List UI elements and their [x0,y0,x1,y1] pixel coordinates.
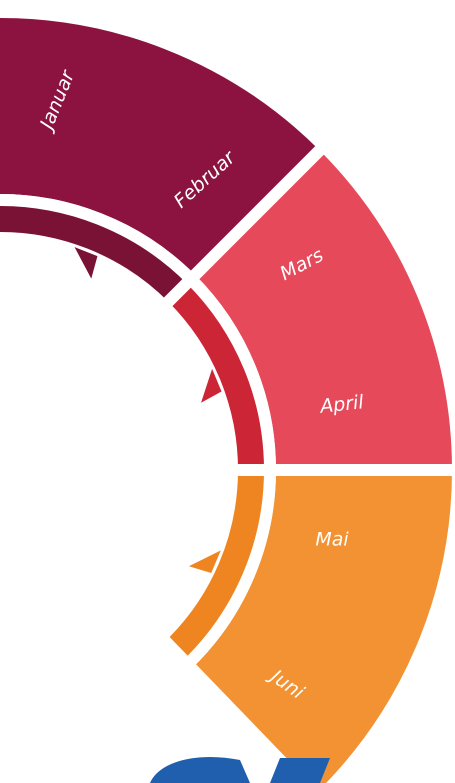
pointer-notch [188,550,221,574]
pointer-notch [201,368,222,403]
sectors [0,6,455,783]
cropped-logo [150,756,330,783]
month-label: Mai [315,529,349,551]
month-label: April [317,391,365,418]
pointer-notch [74,247,98,279]
quarter-inner-band [152,464,277,673]
